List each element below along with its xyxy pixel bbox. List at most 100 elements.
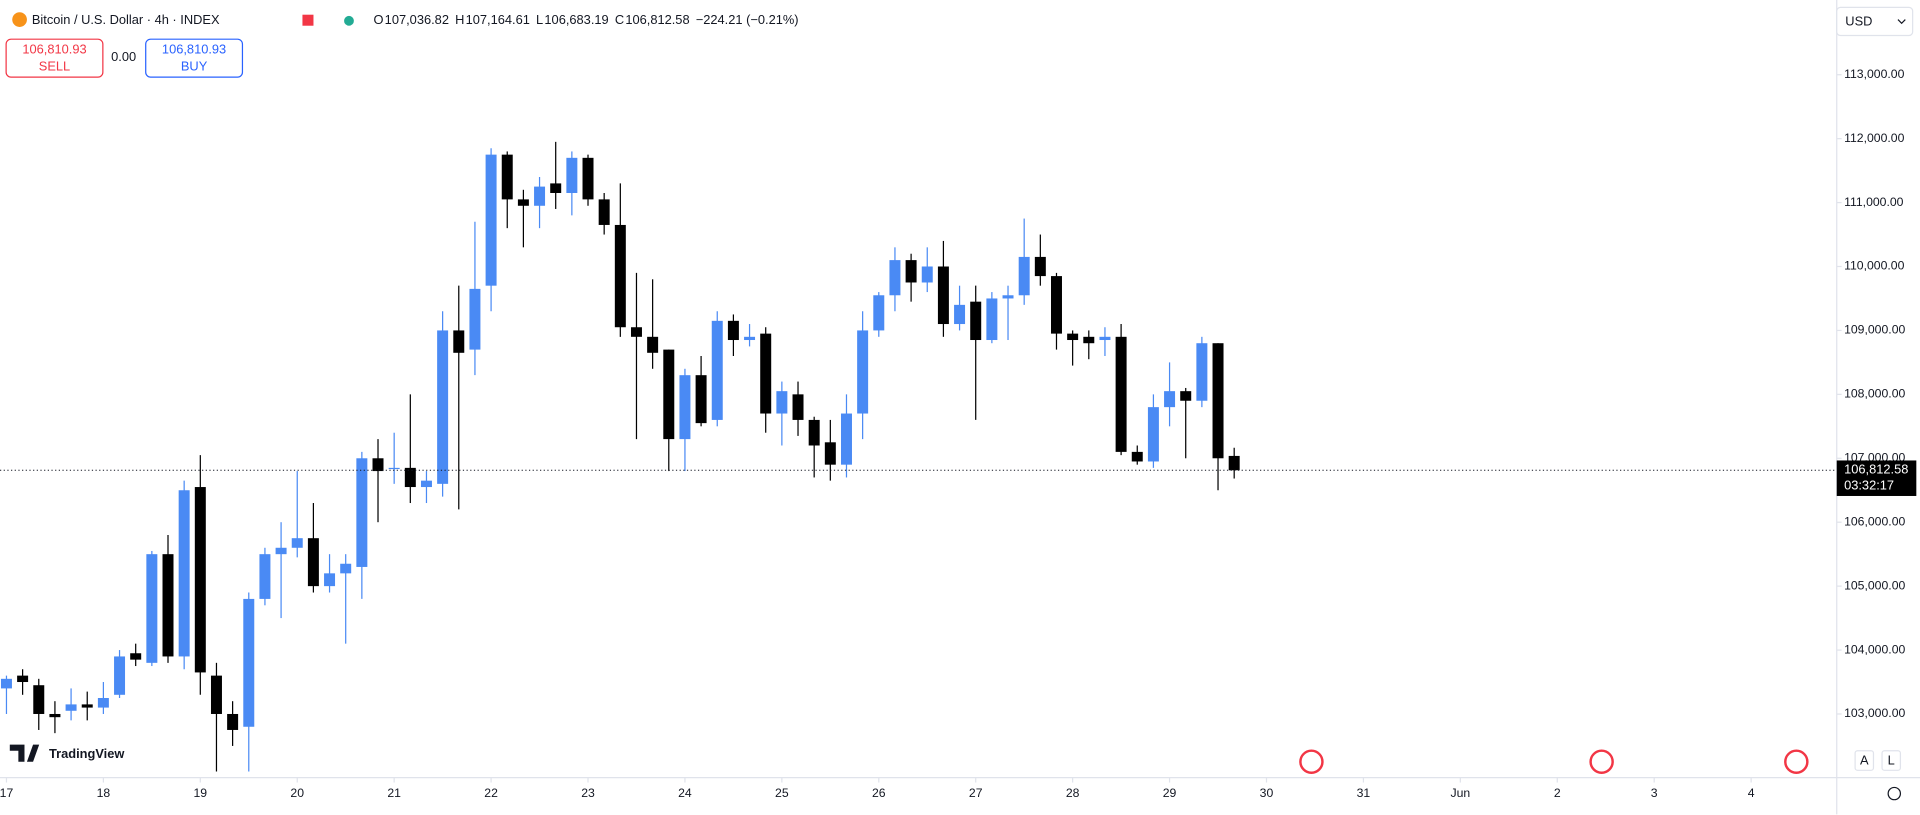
candle-body — [33, 685, 45, 714]
candle-body — [485, 154, 497, 286]
candle-body — [210, 675, 222, 714]
candle-body — [162, 554, 174, 657]
x-tick-label: 2 — [1554, 786, 1561, 800]
candle-body — [760, 333, 772, 414]
x-tick-label: 4 — [1748, 786, 1755, 800]
candle-body — [501, 154, 513, 200]
candle-body — [1050, 276, 1062, 334]
candle-body — [340, 563, 352, 574]
currency-button[interactable] — [1836, 6, 1914, 37]
auto-scale-button[interactable] — [1854, 750, 1875, 771]
candle-body — [243, 598, 255, 727]
dropdown-arrow — [1897, 19, 1906, 25]
x-tick-label: 29 — [1163, 786, 1177, 800]
candle-body — [630, 327, 642, 337]
candle-body — [356, 458, 368, 567]
last-price-label: 106,812.58 — [1844, 462, 1908, 477]
symbol: Bitcoin / U.S. Dollar · 4h · INDEX — [32, 12, 220, 27]
candle-body — [81, 704, 93, 708]
change: −224.21 (−0.21%) — [696, 12, 799, 27]
candle-body — [744, 336, 756, 341]
x-tick-label: 18 — [97, 786, 111, 800]
x-tick-label: 22 — [484, 786, 498, 800]
flag-icon — [302, 14, 314, 26]
candle-body — [97, 697, 109, 708]
candle-body — [857, 330, 869, 414]
candle-body — [663, 349, 675, 440]
candle-body — [114, 656, 126, 695]
event-icons — [1299, 749, 1809, 774]
buy-price: 106,810.93 — [162, 42, 226, 57]
candle-body — [65, 704, 77, 711]
candle-body — [453, 330, 465, 353]
candle-body — [647, 336, 659, 353]
log-scale-label: L — [1888, 753, 1895, 768]
countdown: 03:32:17 — [1844, 478, 1894, 493]
candle-body — [0, 678, 12, 689]
candle-body — [1180, 391, 1192, 401]
candle-body — [469, 288, 481, 350]
ohlc-value: 107,164.61 — [466, 12, 530, 27]
x-tick-label: 30 — [1260, 786, 1274, 800]
x-tick-label: 25 — [775, 786, 789, 800]
y-tick-label: 112,000.00 — [1844, 131, 1905, 145]
candle-body — [598, 199, 610, 225]
log-scale-button[interactable] — [1881, 750, 1902, 771]
sell-button[interactable] — [5, 38, 104, 78]
x-tick-label: Jun — [1450, 786, 1470, 800]
settings-icon[interactable] — [1887, 786, 1902, 801]
sell-price: 106,810.93 — [22, 42, 86, 57]
candle-body — [178, 490, 190, 657]
candle-body — [792, 394, 804, 420]
candle-body — [550, 183, 562, 193]
event-icon[interactable] — [1589, 749, 1614, 774]
x-tick-label: 26 — [872, 786, 886, 800]
candle-body — [275, 547, 287, 555]
candle-body — [679, 375, 691, 440]
candle-body — [324, 573, 336, 587]
candle-body — [1067, 333, 1079, 341]
candle-body — [1018, 256, 1030, 296]
market-status — [344, 15, 354, 26]
candle-body — [49, 713, 61, 718]
event-icon[interactable] — [1299, 749, 1324, 774]
logo-mark — [9, 744, 40, 762]
y-tick-label: 110,000.00 — [1844, 259, 1905, 273]
candle-body — [1212, 343, 1224, 459]
y-tick-label: 106,000.00 — [1844, 514, 1905, 528]
candle-body — [130, 653, 142, 660]
candle-body — [291, 538, 303, 548]
candle-body — [921, 266, 933, 283]
x-tick-label: 19 — [194, 786, 208, 800]
candle-body — [905, 260, 917, 283]
ohlc-label: L — [536, 12, 543, 27]
y-tick-label: 113,000.00 — [1844, 67, 1905, 81]
candle-body — [420, 480, 432, 488]
candle-body — [954, 304, 966, 325]
candle-body — [1002, 295, 1014, 299]
x-tick-label: 20 — [290, 786, 304, 800]
y-tick-label: 109,000.00 — [1844, 323, 1905, 337]
candle-body — [437, 330, 449, 484]
candle-body — [17, 675, 29, 683]
x-tick-label: 28 — [1066, 786, 1080, 800]
candle-body — [711, 320, 723, 420]
candle-body — [1228, 455, 1240, 471]
event-icon[interactable] — [1784, 749, 1809, 774]
ohlc-value: 107,036.82 — [385, 12, 449, 27]
candle-body — [1034, 256, 1046, 277]
x-tick-label: 17 — [0, 786, 13, 800]
candle-body — [388, 467, 400, 470]
candle-body — [534, 186, 546, 206]
sell-label: SELL — [39, 59, 70, 74]
candle-body — [840, 413, 852, 465]
buy-button[interactable] — [145, 38, 244, 78]
y-tick-label: 111,000.00 — [1844, 195, 1904, 209]
candle-body — [986, 298, 998, 341]
candle-body — [937, 266, 949, 325]
candle-body — [194, 487, 206, 673]
x-tick-label: 23 — [581, 786, 595, 800]
candle-body — [727, 320, 739, 341]
